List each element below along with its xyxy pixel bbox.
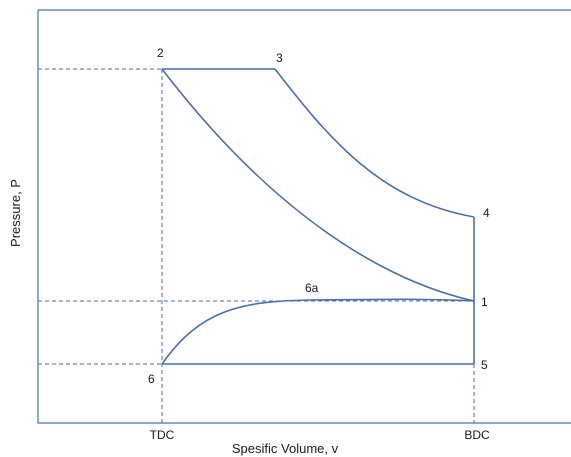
point-label-1: 1 (481, 295, 488, 309)
process-6-6a-1 (161, 298, 475, 365)
point-label-3: 3 (276, 51, 283, 65)
process-1-2 (161, 68, 475, 302)
x-tick-tdc: TDC (150, 428, 175, 442)
point-label-6: 6 (148, 372, 155, 386)
plot-frame (37, 9, 571, 424)
process-3-4 (274, 68, 475, 218)
x-axis-title: Spesific Volume, v (232, 441, 339, 456)
point-label-4: 4 (483, 206, 490, 220)
x-tick-bdc: BDC (464, 428, 490, 442)
point-label-6a: 6a (305, 281, 319, 295)
point-label-2: 2 (157, 46, 164, 60)
point-label-5: 5 (481, 358, 488, 372)
y-axis-title: Pressure, P (8, 179, 23, 247)
